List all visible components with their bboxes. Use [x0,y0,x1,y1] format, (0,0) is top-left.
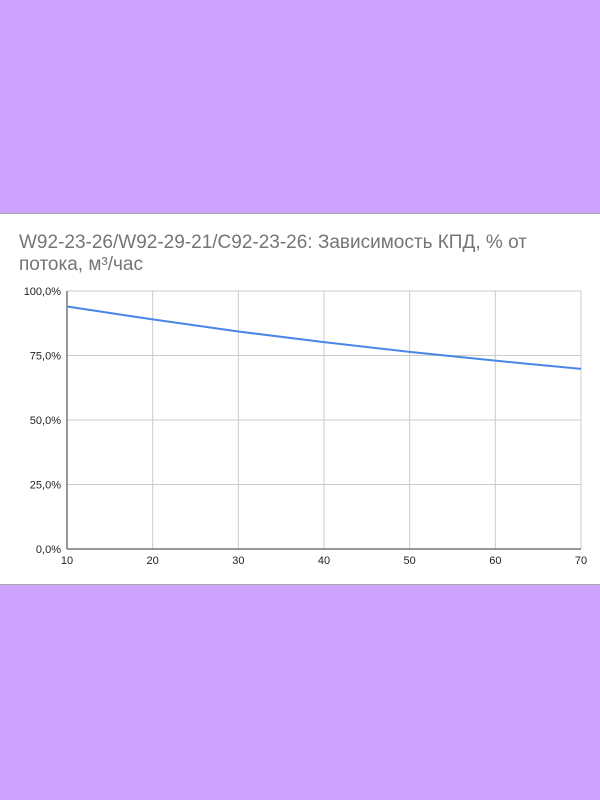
x-tick-label: 20 [147,555,159,567]
x-tick-label: 60 [489,555,501,567]
x-tick-label: 40 [318,555,330,567]
x-tick-label: 30 [232,555,244,567]
y-tick-label: 25,0% [30,480,61,492]
y-tick-label: 100,0% [24,286,62,298]
x-tick-label: 50 [404,555,416,567]
y-tick-label: 75,0% [30,351,61,363]
chart-card: W92-23-26/W92-29-21/C92-23-26: Зависимос… [0,213,600,585]
chart-title: W92-23-26/W92-29-21/C92-23-26: Зависимос… [19,232,527,275]
series-line [66,305,582,370]
x-tick-label: 70 [575,555,587,567]
y-tick-label: 0,0% [36,544,61,556]
line-chart: 0,0% 25,0% 50,0% 75,0% 100,0% 10 20 30 40 50 60 70 [24,286,587,567]
y-tick-label: 50,0% [30,415,61,427]
x-tick-label: 10 [61,555,73,567]
